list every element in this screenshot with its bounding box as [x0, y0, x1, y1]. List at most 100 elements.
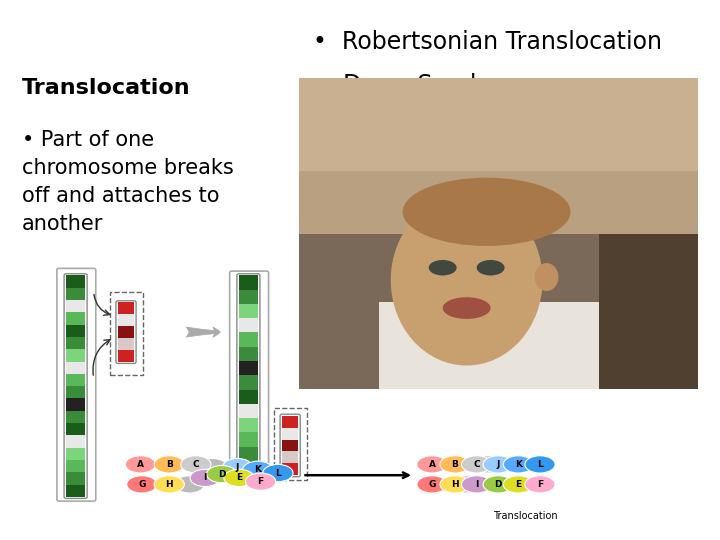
Bar	[299, 78, 698, 389]
Ellipse shape	[190, 469, 220, 487]
Bar	[66, 275, 85, 288]
Bar	[239, 361, 258, 375]
Bar	[118, 338, 134, 350]
Bar	[239, 447, 258, 461]
Bar	[118, 350, 134, 362]
Bar	[66, 484, 85, 497]
Ellipse shape	[417, 456, 447, 473]
Bar	[66, 460, 85, 472]
Ellipse shape	[503, 456, 534, 473]
Bar	[66, 349, 85, 361]
Ellipse shape	[197, 458, 228, 476]
Text: K: K	[515, 460, 522, 469]
Bar	[239, 289, 258, 304]
Text: H: H	[166, 480, 173, 489]
Bar	[282, 440, 298, 451]
Ellipse shape	[417, 476, 447, 493]
Bar	[66, 312, 85, 325]
Bar	[598, 233, 698, 389]
Ellipse shape	[154, 456, 184, 473]
Text: A: A	[137, 460, 144, 469]
Ellipse shape	[503, 476, 534, 493]
Ellipse shape	[473, 456, 503, 473]
Text: D: D	[495, 480, 502, 489]
Text: B: B	[166, 460, 173, 469]
Ellipse shape	[483, 456, 513, 473]
Ellipse shape	[443, 297, 490, 319]
Ellipse shape	[391, 195, 543, 366]
Bar	[66, 337, 85, 349]
Bar	[239, 304, 258, 318]
Text: • Part of one
chromosome breaks
off and attaches to
another: • Part of one chromosome breaks off and …	[22, 130, 233, 234]
Bar	[239, 275, 258, 289]
Text: F: F	[258, 477, 264, 486]
Text: Translocation: Translocation	[493, 511, 558, 521]
Ellipse shape	[174, 476, 204, 493]
Text: L: L	[537, 460, 543, 469]
Bar	[239, 347, 258, 361]
Ellipse shape	[462, 456, 492, 473]
Bar	[66, 288, 85, 300]
Ellipse shape	[483, 476, 513, 493]
Ellipse shape	[428, 260, 456, 275]
Bar	[66, 448, 85, 460]
Text: K: K	[254, 465, 261, 474]
Bar	[239, 461, 258, 475]
Ellipse shape	[222, 458, 253, 476]
Bar	[66, 411, 85, 423]
Text: Translocation: Translocation	[22, 78, 190, 98]
Text: C: C	[473, 460, 480, 469]
Text: A: A	[428, 460, 436, 469]
Text: L: L	[275, 469, 281, 477]
Ellipse shape	[127, 476, 157, 493]
Ellipse shape	[224, 469, 254, 487]
Bar	[282, 451, 298, 463]
Bar	[282, 428, 298, 440]
Ellipse shape	[125, 456, 156, 473]
Ellipse shape	[440, 476, 470, 493]
Text: D: D	[218, 470, 225, 478]
Ellipse shape	[477, 260, 505, 275]
Bar	[66, 374, 85, 386]
Text: Down Syndrome: Down Syndrome	[313, 73, 538, 97]
Bar	[282, 463, 298, 475]
Ellipse shape	[154, 476, 184, 493]
Text: E: E	[236, 474, 242, 482]
Bar	[379, 302, 618, 389]
Ellipse shape	[181, 456, 211, 473]
Bar	[118, 314, 134, 326]
Text: E: E	[516, 480, 521, 489]
Ellipse shape	[402, 178, 570, 246]
Bar	[66, 386, 85, 399]
Ellipse shape	[243, 461, 273, 478]
Text: F: F	[537, 480, 543, 489]
Text: J: J	[236, 463, 239, 471]
Ellipse shape	[451, 476, 482, 493]
Bar	[118, 302, 134, 314]
Text: G: G	[138, 480, 145, 489]
Ellipse shape	[525, 476, 555, 493]
Bar	[282, 416, 298, 428]
Ellipse shape	[462, 476, 492, 493]
Bar	[118, 326, 134, 338]
Bar	[239, 333, 258, 347]
Bar	[66, 399, 85, 411]
Ellipse shape	[525, 456, 555, 473]
Text: G: G	[428, 480, 436, 489]
Text: J: J	[497, 460, 500, 469]
Text: C: C	[192, 460, 199, 469]
Text: •  Robertsonian Translocation: • Robertsonian Translocation	[313, 30, 662, 53]
Bar	[239, 318, 258, 333]
Ellipse shape	[246, 473, 276, 490]
Text: I: I	[475, 480, 478, 489]
Text: B: B	[451, 460, 459, 469]
Ellipse shape	[207, 465, 237, 483]
Text: H: H	[451, 480, 459, 489]
Text: I: I	[204, 474, 207, 482]
Ellipse shape	[263, 464, 293, 482]
Ellipse shape	[440, 456, 470, 473]
Bar	[66, 325, 85, 337]
Bar	[239, 404, 258, 418]
Bar	[66, 435, 85, 448]
Bar	[299, 78, 698, 233]
